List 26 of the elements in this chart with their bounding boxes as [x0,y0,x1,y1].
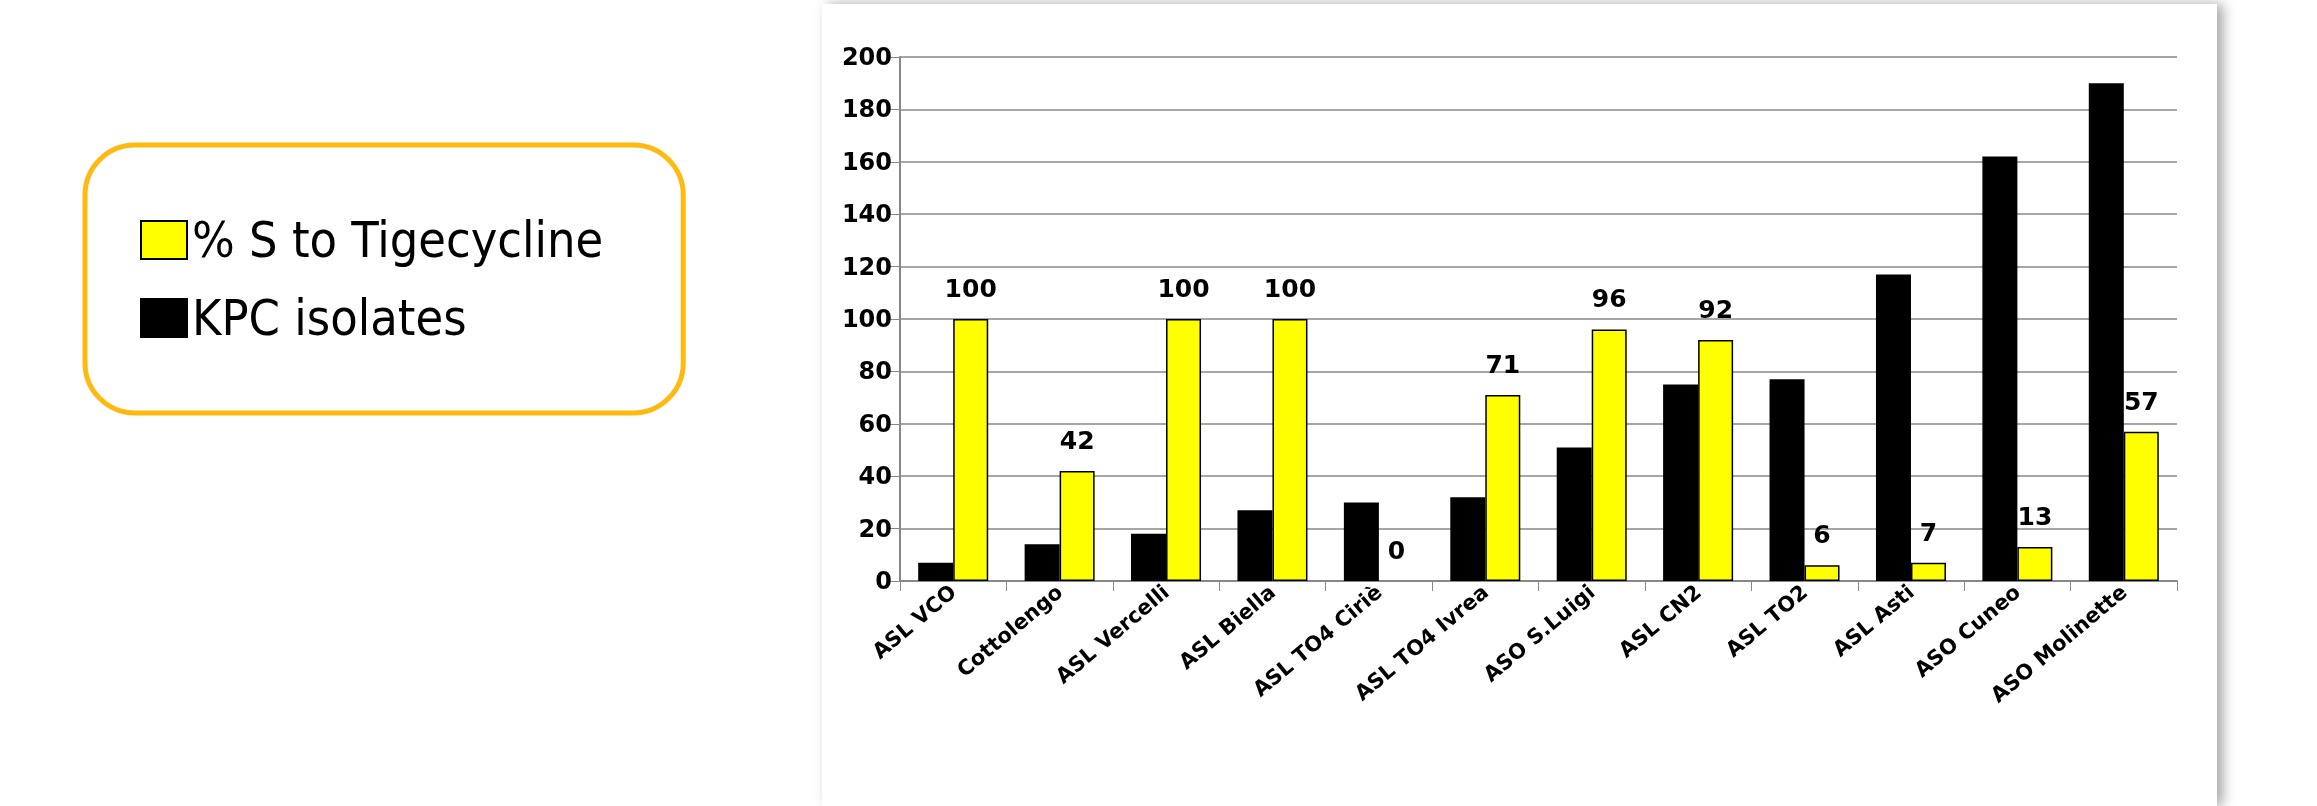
legend-label: % S to Tigecycline [192,211,604,269]
data-label: 13 [2017,501,2053,531]
data-label: 7 [1919,517,1938,547]
y-tick-label: 100 [841,305,892,333]
legend-label: KPC isolates [192,289,467,347]
y-tick-label: 60 [858,409,892,438]
y-tick-label: 180 [841,95,892,124]
y-tick-label: 20 [858,514,892,543]
data-label: 100 [944,274,997,303]
data-label: 42 [1059,425,1095,455]
data-label: 0 [1387,536,1406,565]
y-tick-label: 80 [858,357,892,386]
y-tick-label: 40 [858,462,892,491]
y-tick-label: 140 [841,200,892,229]
y-tick-label: 160 [841,147,892,176]
data-label: 92 [1698,294,1734,324]
data-label: 96 [1591,284,1627,314]
y-tick-label: 200 [841,43,892,71]
data-label: 100 [1263,274,1317,303]
y-tick-label: 120 [841,252,892,281]
data-label: 71 [1485,349,1521,379]
y-tick-label: 0 [875,567,892,595]
data-label: 6 [1813,520,1831,550]
data-label: 100 [1157,274,1210,303]
bar [1343,502,1379,581]
data-label: 57 [2123,386,2159,416]
